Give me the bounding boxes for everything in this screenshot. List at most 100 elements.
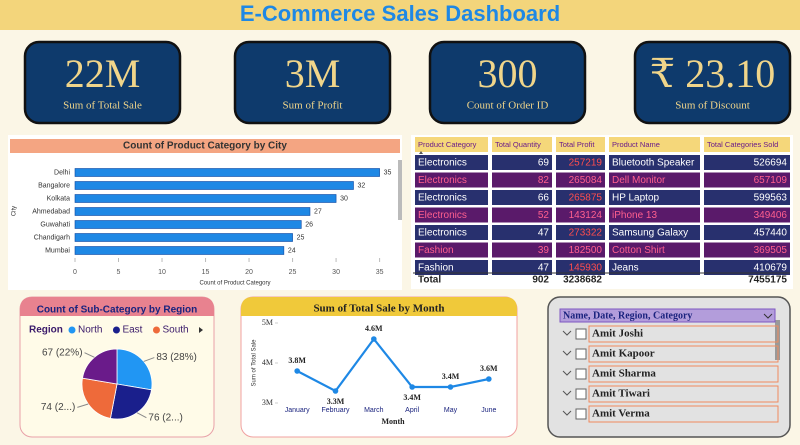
checkbox[interactable] <box>575 388 587 400</box>
table-value: 599563 <box>754 193 788 204</box>
table-cell <box>704 207 790 223</box>
table-header-cell <box>492 137 552 152</box>
table-value: 69 <box>538 158 550 169</box>
slicer-item: Amit Sharma <box>592 368 656 380</box>
table-cell <box>609 207 700 223</box>
table-cell <box>415 260 488 275</box>
pie-slice <box>116 348 153 391</box>
table-value: 82 <box>538 175 550 186</box>
bar <box>74 168 380 177</box>
y-tick-label: Guwahati <box>40 221 70 228</box>
checkbox[interactable] <box>575 348 587 360</box>
line <box>296 337 490 393</box>
x-tick-label: 30 <box>332 269 340 276</box>
chart-title: Sum of Total Sale by Month <box>313 303 444 315</box>
y-tick-label: Kolkata <box>47 195 70 202</box>
checkbox[interactable] <box>575 368 587 380</box>
x-tick-label: 5 <box>117 269 121 276</box>
table-value: 182500 <box>569 245 603 256</box>
data-label: 30 <box>340 195 348 202</box>
table-value: 66 <box>538 193 550 204</box>
table-value: 52 <box>538 210 550 221</box>
table-value: HP Laptop <box>612 193 660 204</box>
slicer-item-box[interactable] <box>588 365 779 383</box>
data-label: 35 <box>384 169 392 176</box>
expand-chevron[interactable] <box>562 410 572 416</box>
kpi-value: 300 <box>478 51 538 96</box>
y-tick-label: 5M <box>262 318 273 327</box>
expand-chevron[interactable] <box>562 390 572 396</box>
x-tick-label: January <box>285 407 310 414</box>
table-value: Electronics <box>418 158 467 169</box>
legend-arrow[interactable] <box>199 327 203 333</box>
slicer-item: Amit Joshi <box>592 328 643 340</box>
table-cell <box>609 172 700 188</box>
slicer-header[interactable] <box>559 308 776 323</box>
table-value: 369505 <box>754 245 788 256</box>
table-value: 257219 <box>569 158 603 169</box>
x-tick-label: February <box>321 407 350 414</box>
table-header: Total Quantity <box>495 140 541 149</box>
sort-arrow[interactable] <box>419 151 423 154</box>
data-label: 3.6M <box>480 364 498 373</box>
bar <box>74 181 354 190</box>
y-tick-label: Ahmedabad <box>32 208 70 215</box>
legend-label: South <box>162 325 188 336</box>
checkbox[interactable] <box>575 408 587 420</box>
expand-chevron[interactable] <box>562 330 572 336</box>
table-header-cell <box>609 137 700 152</box>
table-header: Total Categories Sold <box>707 140 778 149</box>
total-label: Total <box>418 275 441 286</box>
data-label: 3.4M <box>403 393 421 402</box>
table-cell <box>415 172 488 188</box>
table-value: 526694 <box>754 158 788 169</box>
data-label: 76 (2...) <box>148 412 182 423</box>
total-value: 3238682 <box>563 275 602 286</box>
y-tick-label: 3M <box>262 398 273 407</box>
table-value: 410679 <box>754 263 788 274</box>
expand-chevron[interactable] <box>562 350 572 356</box>
table-cell <box>415 190 488 205</box>
data-label: 4.6M <box>365 324 383 333</box>
table-cell <box>556 242 605 258</box>
kpi-label: Sum of Discount <box>675 100 750 112</box>
table-value: 47 <box>538 263 550 274</box>
y-axis-label: Sum of Total Sale <box>252 339 258 387</box>
bar <box>74 246 285 255</box>
table-cell <box>492 225 552 240</box>
data-label: 25 <box>297 234 305 241</box>
table-value: 265875 <box>569 193 603 204</box>
table-cell <box>704 190 790 205</box>
table-value: Dell Monitor <box>612 175 666 186</box>
checkbox[interactable] <box>575 328 587 340</box>
data-label: 26 <box>305 221 313 228</box>
total-value: 7455175 <box>748 275 787 286</box>
data-label: 32 <box>357 182 365 189</box>
kpi-label: Count of Order ID <box>467 100 549 112</box>
slicer-item-box[interactable] <box>588 325 779 343</box>
slicer-item-box[interactable] <box>588 385 779 403</box>
table-header-cell <box>704 137 790 152</box>
expand-chevron[interactable] <box>562 370 572 376</box>
kpi-card <box>233 40 392 125</box>
table-value: 145930 <box>569 263 603 274</box>
slicer-item-box[interactable] <box>588 405 779 423</box>
table-header-cell <box>556 137 605 152</box>
table-cell <box>704 260 790 275</box>
legend-title: Region <box>29 325 63 336</box>
table-value: Fashion <box>418 245 454 256</box>
table-cell <box>492 190 552 205</box>
table-cell <box>415 225 488 240</box>
legend-swatch <box>152 326 160 334</box>
dropdown-arrow[interactable] <box>763 313 773 319</box>
table-value: Electronics <box>418 175 467 186</box>
slicer-item-box[interactable] <box>588 345 779 363</box>
table-cell <box>556 260 605 275</box>
kpi-card <box>428 40 587 125</box>
kpi-card <box>633 40 792 125</box>
table-value: 143124 <box>569 210 603 221</box>
bar <box>74 207 311 216</box>
table-cell <box>492 242 552 258</box>
kpi-label: Sum of Profit <box>283 100 343 112</box>
